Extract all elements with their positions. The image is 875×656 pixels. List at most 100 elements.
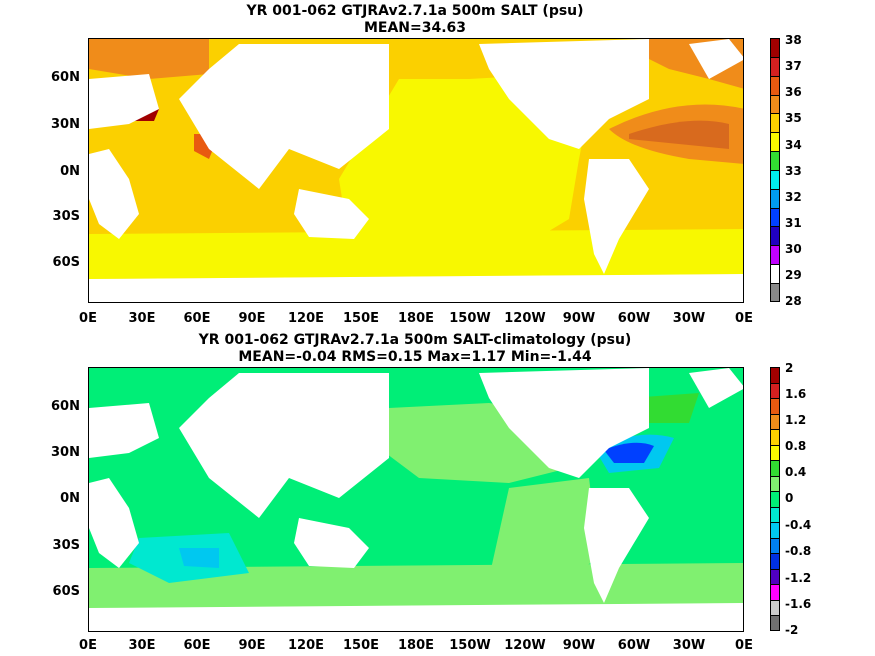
colorbar-swatch [770,584,780,600]
cb1-label: 28 [785,294,802,308]
panel2-title: YR 001-062 GTJRAv2.7.1a 500m SALT-climat… [0,332,830,366]
p1-x-tick: 120E [287,311,325,326]
colorbar-swatch [770,460,780,476]
colorbar-swatch [770,282,780,302]
colorbar-swatch [770,506,780,523]
p2-y-tick-60n: 60N [51,399,80,414]
p2-x-tick: 90E [238,638,266,653]
p2-x-tick: 150E [342,638,380,653]
cb2-label: -1.2 [785,571,812,585]
salt-map-panel [88,38,744,303]
cb1-label: 29 [785,268,802,282]
colorbar-swatch [770,188,780,208]
cb2-label: -2 [785,623,799,637]
panel1-title: YR 001-062 GTJRAv2.7.1a 500m SALT (psu) … [0,3,830,37]
panel1-title-line1: YR 001-062 GTJRAv2.7.1a 500m SALT (psu) [246,3,584,19]
colorbar-swatch [770,151,780,170]
salt-anomaly-map-panel [88,367,744,632]
cb1-label: 36 [785,85,802,99]
cb2-label: -0.4 [785,518,812,532]
p1-x-tick: 90W [562,311,596,326]
colorbar-swatch [770,615,780,631]
colorbar-swatch [770,226,780,246]
p1-x-tick: 0E [735,311,753,326]
cb1-label: 33 [785,164,802,178]
colorbar-swatch [770,56,780,76]
cb1-label: 34 [785,138,802,152]
p2-x-tick: 120W [504,638,546,653]
p1-x-tick: 150W [449,311,491,326]
p2-x-tick: 150W [449,638,491,653]
panel2-colorbar [770,367,780,631]
p1-y-tick-0n: 0N [60,164,80,179]
cb1-label: 37 [785,59,802,73]
p2-y-tick-30n: 30N [51,445,80,460]
colorbar-swatch [770,522,780,538]
p2-y-tick-30s: 30S [52,538,80,553]
colorbar-swatch [770,113,780,133]
cb2-label: 2 [785,361,794,375]
salt-anomaly-map-svg [89,368,743,631]
cb1-label: 35 [785,111,802,125]
p2-x-tick: 180E [397,638,435,653]
colorbar-swatch [770,491,780,507]
panel1-title-line2: MEAN=34.63 [363,20,467,36]
panel1-colorbar [770,38,780,302]
colorbar-swatch [770,245,780,265]
colorbar-swatch [770,382,780,399]
colorbar-swatch [770,553,780,569]
colorbar-swatch [770,475,780,492]
panel2-title-line1: YR 001-062 GTJRAv2.7.1a 500m SALT-climat… [198,332,632,348]
p2-x-tick: 30W [672,638,706,653]
colorbar-swatch [770,413,780,430]
colorbar-swatch [770,444,780,461]
p2-x-tick: 30E [128,638,156,653]
p1-x-tick: 0E [79,311,97,326]
colorbar-swatch [770,94,780,114]
cb1-label: 32 [785,190,802,204]
p1-x-tick: 90E [238,311,266,326]
p1-x-tick: 30W [672,311,706,326]
panel2-title-line2: MEAN=-0.04 RMS=0.15 Max=1.17 Min=-1.44 [238,349,592,365]
p2-y-tick-0n: 0N [60,491,80,506]
cb2-label: -0.8 [785,544,812,558]
cb2-label: 0.4 [785,465,807,479]
p1-x-tick: 60W [617,311,651,326]
p1-y-tick-30n: 30N [51,117,80,132]
p1-x-tick: 30E [128,311,156,326]
p1-x-tick: 120W [504,311,546,326]
cb1-label: 31 [785,216,802,230]
cb2-label: 0 [785,491,794,505]
cb1-label: 30 [785,242,802,256]
p2-x-tick: 0E [735,638,753,653]
salt-map-svg [89,39,743,302]
p2-x-tick: 0E [79,638,97,653]
colorbar-swatch [770,38,780,57]
p1-x-tick: 150E [342,311,380,326]
colorbar-swatch [770,537,780,554]
p2-y-tick-60s: 60S [52,584,80,599]
colorbar-swatch [770,132,780,152]
colorbar-swatch [770,367,780,383]
cb2-label: 0.8 [785,439,807,453]
p1-x-tick: 180E [397,311,435,326]
p1-y-tick-60n: 60N [51,70,80,85]
colorbar-swatch [770,398,780,414]
cb2-label: -1.6 [785,597,812,611]
colorbar-swatch [770,599,780,616]
colorbar-swatch [770,568,780,585]
p2-x-tick: 120E [287,638,325,653]
p1-y-tick-60s: 60S [52,255,80,270]
p1-x-tick: 60E [183,311,211,326]
colorbar-swatch [770,169,780,189]
cb1-label: 38 [785,33,802,47]
colorbar-swatch [770,75,780,95]
colorbar-swatch [770,207,780,227]
p2-x-tick: 60E [183,638,211,653]
colorbar-swatch [770,429,780,445]
p1-y-tick-30s: 30S [52,209,80,224]
cb2-label: 1.6 [785,387,807,401]
cb2-label: 1.2 [785,413,807,427]
p2-x-tick: 60W [617,638,651,653]
p2-x-tick: 90W [562,638,596,653]
